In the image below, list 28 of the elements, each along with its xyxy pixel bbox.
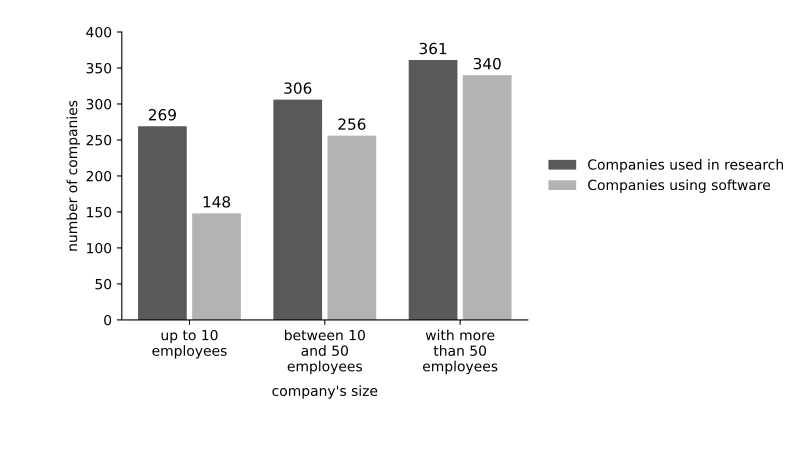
y-tick-label: 0 [104, 314, 112, 326]
legend-label: Companies used in research [588, 159, 783, 172]
bar [273, 100, 322, 320]
bar [462, 75, 512, 320]
y-axis-title: number of companies [66, 100, 80, 251]
data-label: 256 [338, 118, 366, 130]
x-tick-label: with more than 50 employees [423, 330, 498, 374]
data-label: 269 [148, 108, 176, 121]
x-axis-title: company's size [272, 385, 378, 399]
y-tick-label: 400 [86, 26, 112, 38]
y-tick-label: 300 [86, 98, 112, 110]
bar [408, 60, 458, 320]
y-tick-label: 50 [95, 278, 112, 290]
x-tick-label: between 10 and 50 employees [284, 330, 365, 374]
data-label: 148 [204, 196, 230, 208]
bar [138, 126, 187, 320]
y-tick-label: 200 [86, 170, 112, 182]
bar [192, 213, 241, 320]
data-label: 340 [474, 58, 501, 70]
x-tick-label: up to 10 employees [152, 330, 227, 359]
y-tick-label: 250 [86, 134, 112, 146]
y-tick-label: 150 [87, 206, 112, 218]
bar [328, 136, 376, 320]
legend-label: Companies using software [588, 179, 770, 193]
y-tick-label: 350 [86, 62, 112, 74]
y-tick-label: 100 [87, 242, 112, 254]
data-label: 306 [284, 82, 312, 94]
data-label: 361 [420, 42, 446, 54]
